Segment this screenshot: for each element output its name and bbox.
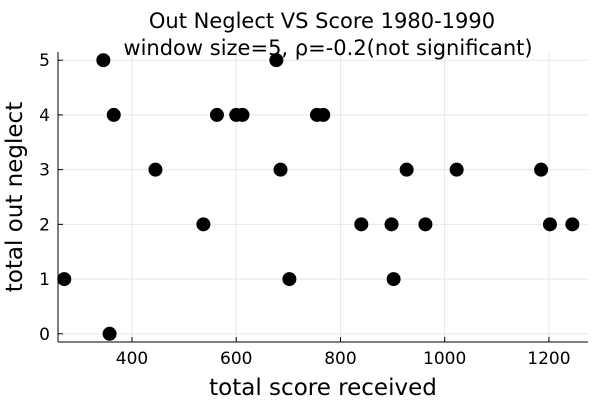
y-tick-label-3: 3 — [39, 161, 50, 181]
data-point-8 — [235, 107, 250, 122]
tick-labels: 400 600 800 1000 1200 0 1 2 3 4 5 — [39, 51, 570, 369]
y-tick-label-4: 4 — [39, 106, 50, 126]
data-point-9 — [269, 53, 284, 68]
data-point-20 — [534, 162, 549, 177]
data-point-15 — [384, 217, 399, 232]
data-point-21 — [542, 217, 557, 232]
x-axis-label: total score received — [209, 375, 437, 400]
data-point-0 — [57, 272, 72, 287]
y-axis-label: total out neglect — [2, 102, 28, 292]
data-points — [57, 53, 580, 341]
x-tick-label-4: 1200 — [527, 349, 570, 369]
data-point-17 — [399, 162, 414, 177]
data-point-6 — [209, 107, 224, 122]
y-tick-label-2: 2 — [39, 215, 50, 235]
chart-title: Out Neglect VS Score 1980-1990 — [149, 9, 495, 33]
x-tick-label-0: 400 — [116, 349, 148, 369]
x-tick-label-2: 800 — [324, 349, 356, 369]
data-point-4 — [148, 162, 163, 177]
data-point-3 — [106, 107, 121, 122]
x-tick-label-3: 1000 — [423, 349, 466, 369]
data-point-22 — [565, 217, 580, 232]
chart-subtitle: window size=5, ρ=-0.2(not significant) — [123, 36, 532, 60]
data-point-13 — [316, 107, 331, 122]
y-tick-label-0: 0 — [39, 325, 50, 345]
y-tick-label-1: 1 — [39, 270, 50, 290]
data-point-10 — [273, 162, 288, 177]
data-point-18 — [418, 217, 433, 232]
x-tick-label-1: 600 — [220, 349, 252, 369]
data-point-16 — [386, 272, 401, 287]
data-point-5 — [196, 217, 211, 232]
data-point-11 — [282, 272, 297, 287]
data-point-2 — [102, 326, 117, 341]
data-point-19 — [449, 162, 464, 177]
data-point-1 — [96, 53, 111, 68]
y-tick-label-5: 5 — [39, 51, 50, 71]
data-point-14 — [354, 217, 369, 232]
